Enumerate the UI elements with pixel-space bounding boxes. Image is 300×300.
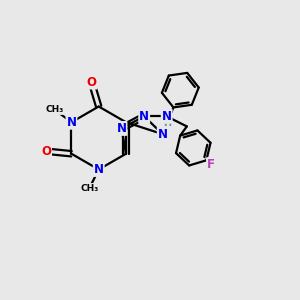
- Text: N: N: [162, 110, 172, 123]
- Text: N: N: [116, 122, 127, 135]
- Text: N: N: [139, 110, 149, 123]
- Text: O: O: [86, 76, 96, 88]
- Text: F: F: [207, 158, 215, 171]
- Text: O: O: [41, 145, 51, 158]
- Text: N: N: [158, 128, 168, 141]
- Text: CH₃: CH₃: [80, 184, 98, 193]
- Text: N: N: [94, 163, 104, 176]
- Text: N: N: [66, 116, 76, 129]
- Text: CH₃: CH₃: [46, 105, 64, 114]
- Text: H: H: [163, 118, 171, 128]
